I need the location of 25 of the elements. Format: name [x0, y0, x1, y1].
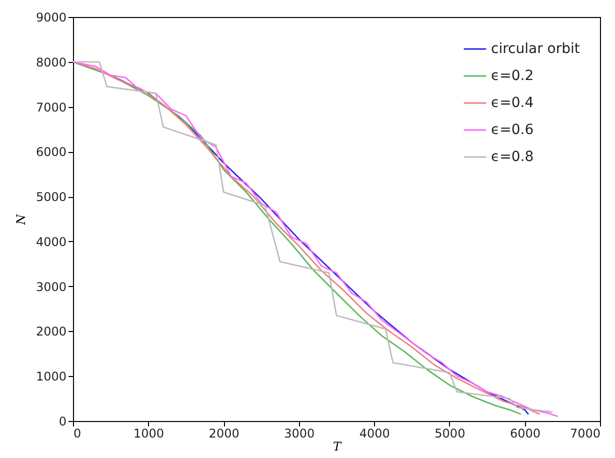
legend-label: ϵ=0.8	[491, 149, 534, 165]
y-tick-label: 5000	[36, 190, 66, 204]
y-tick-label: 6000	[36, 145, 66, 160]
x-axis-title: T	[332, 440, 342, 454]
y-tick-label: 0	[58, 414, 66, 428]
legend-label: ϵ=0.6	[491, 122, 534, 138]
y-tick-label: 8000	[36, 55, 66, 70]
y-tick-label: 7000	[36, 100, 66, 114]
x-tick-label: 3000	[284, 426, 315, 440]
x-tick-label: 6000	[510, 426, 540, 440]
legend-label: circular orbit	[491, 41, 580, 57]
y-tick-label: 2000	[36, 324, 66, 339]
legend-label: ϵ=0.2	[491, 68, 534, 84]
x-tick-label: 7000	[570, 426, 600, 440]
y-tick-label: 4000	[36, 234, 66, 249]
x-tick-label: 0	[74, 426, 82, 440]
y-tick-label: 9000	[36, 10, 66, 24]
x-tick-label: 4000	[359, 426, 390, 440]
x-tick-label: 1000	[134, 426, 164, 440]
y-tick-label: 1000	[36, 370, 66, 384]
y-tick-label: 3000	[36, 280, 66, 294]
x-tick-label: 2000	[208, 426, 240, 440]
x-tick-label: 5000	[434, 426, 466, 440]
legend-label: ϵ=0.4	[491, 95, 534, 111]
y-axis-title: N	[14, 214, 28, 226]
